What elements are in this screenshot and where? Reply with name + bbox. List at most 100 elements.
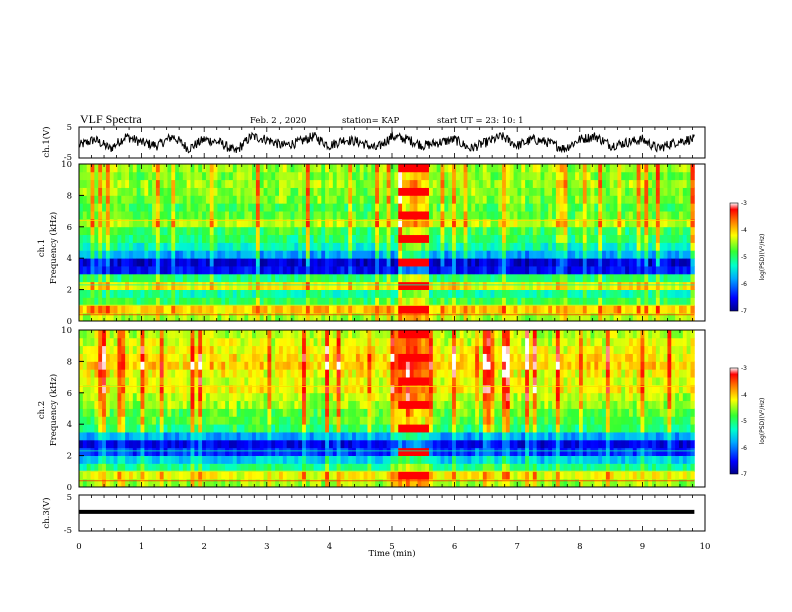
ch1-spectrogram-cell (621, 273, 626, 283)
ch2-spectrogram-cell (171, 384, 176, 394)
ch2-spectrogram-cell (309, 384, 315, 394)
ch1-spectrogram-cell (86, 258, 91, 267)
ch1-spectrogram-cell (325, 187, 330, 196)
ch1-spectrogram-cell (567, 297, 572, 306)
ch2-spectrogram-cell (209, 455, 215, 464)
ch2-spectrogram-cell (278, 400, 284, 409)
ch2-spectrogram-cell (159, 408, 165, 417)
ch1-spectrogram-cell (494, 313, 499, 321)
ch1-spectrogram-cell (125, 297, 130, 306)
ch2-spectrogram-cell (82, 369, 88, 378)
ch1-spectrogram-cell (586, 234, 591, 243)
ch1-spectrogram-cell (671, 187, 676, 196)
ch2-spectrogram-cell (129, 463, 134, 472)
ch1-spectrogram-cell (636, 305, 641, 314)
ch1-spectrogram-cell (528, 218, 534, 228)
ch1-spectrogram-cell (252, 305, 257, 314)
ch1-spectrogram-cell (582, 164, 588, 173)
ch1-spectrogram-cell (652, 305, 657, 314)
ch1-spectrogram-cell (578, 305, 584, 314)
ch1-spectrogram-cell (421, 297, 426, 306)
ch1-spectrogram-cell (575, 250, 580, 259)
ch2-spectrogram-cell (359, 463, 365, 472)
ch1-spectrogram-cell (452, 234, 457, 243)
ch1-spectrogram-cell (621, 203, 626, 212)
ch1-spectrogram-cell (198, 242, 203, 251)
ch2-spectrogram-cell (236, 479, 241, 487)
ch1-spectrogram-cell (171, 273, 176, 283)
ch2-spectrogram-cell (202, 369, 207, 378)
ch1-spectrogram-cell (675, 218, 680, 228)
ch1-spectrogram-cell (244, 250, 249, 259)
ch2-spectrogram-cell (79, 377, 84, 386)
ch2-spectrogram-cell (232, 455, 238, 464)
ch1-spectrogram-cell (325, 171, 330, 181)
ch1-spectrogram-cell (378, 226, 384, 236)
ch1-spectrogram-ytick: 4 (67, 254, 72, 264)
ch2-spectrogram-cell (102, 424, 107, 433)
ch1-spectrogram-cell (636, 171, 641, 181)
ch1-spectrogram-cell (171, 164, 176, 173)
ch1-spectrogram-cell (113, 187, 118, 196)
ch1-spectrogram-cell (148, 179, 153, 188)
ch2-spectrogram-cell (348, 447, 353, 456)
ch1-spectrogram-cell (425, 273, 430, 283)
ch2-spectrogram-cell (121, 384, 126, 394)
ch1-spectrogram-cell (86, 187, 91, 196)
ch1-spectrogram-cell (363, 211, 368, 220)
ch1-spectrogram-cell (148, 226, 153, 236)
ch1-spectrogram-cell (171, 305, 176, 314)
ch1-spectrogram-cell (609, 218, 614, 228)
ch1-spectrogram-cell (382, 218, 388, 228)
ch2-spectrogram-cell (179, 337, 184, 347)
ch1-spectrogram-cell (352, 273, 357, 283)
ch2-spectrogram-cell (344, 384, 349, 394)
ch1-spectrogram-cell (294, 211, 299, 220)
ch1-spectrogram-cell (575, 313, 580, 321)
ch1-spectrogram-cell (255, 234, 261, 243)
ch1-spectrogram-cell (221, 289, 226, 298)
ch1-spectrogram-cell (259, 289, 265, 298)
ch2-spectrogram-cell (313, 369, 318, 378)
ch1-spectrogram-cell (567, 211, 572, 220)
ch2-spectrogram-cell (375, 432, 380, 441)
ch1-spectrogram-cell (528, 195, 534, 204)
ch2-spectrogram-cell (344, 377, 349, 386)
ch1-spectrogram-cell (155, 297, 161, 306)
ch1-spectrogram-cell (352, 164, 357, 173)
ch1-spectrogram-cell (302, 266, 307, 275)
ch1-spectrogram-cell (202, 171, 207, 181)
ch1-spectrogram-cell (525, 313, 530, 321)
ch2-spectrogram-cell (325, 369, 330, 378)
ch1-spectrogram-cell (513, 226, 518, 236)
ch2-spectrogram-cell (232, 345, 238, 354)
ch1-spectrogram-cell (209, 273, 215, 283)
ch1-spectrogram-cell (105, 281, 111, 290)
ch2-spectrogram-cell (255, 337, 261, 347)
ch1-spectrogram-cell (421, 234, 426, 243)
ch2-spectrogram-cell (175, 471, 180, 480)
ch1-spectrogram-cell (109, 289, 115, 298)
ch1-spectrogram-cell (390, 234, 395, 243)
ch2-spectrogram-cell (194, 361, 199, 370)
ch1-spectrogram-cell (636, 242, 641, 251)
ch1-spectrogram-cell (536, 258, 541, 267)
ch1-spectrogram-cell (567, 242, 572, 251)
ch2-spectrogram-cell (167, 439, 172, 449)
ch1-spectrogram-cell (609, 242, 614, 251)
ch2-spectrogram-cell (282, 384, 288, 394)
ch1-spectrogram-cell (317, 179, 322, 188)
ch1-spectrogram-cell (129, 242, 134, 251)
ch1-spectrogram-cell (478, 179, 484, 188)
ch2-spectrogram-cell (263, 369, 268, 378)
ch1-spectrogram-cell (682, 164, 688, 173)
ch1-spectrogram-cell (613, 187, 618, 196)
ch1-spectrogram-cell (494, 226, 499, 236)
ch2-spectrogram-cell (344, 330, 349, 339)
ch2-spectrogram-cell (225, 439, 230, 449)
ch1-spectrogram-cell (317, 266, 322, 275)
ch1-spectrogram-cell (502, 305, 507, 314)
ch1-spectrogram-cell (175, 195, 180, 204)
ch1-spectrogram-cell (332, 313, 338, 321)
ch1-spectrogram-cell (459, 195, 464, 204)
